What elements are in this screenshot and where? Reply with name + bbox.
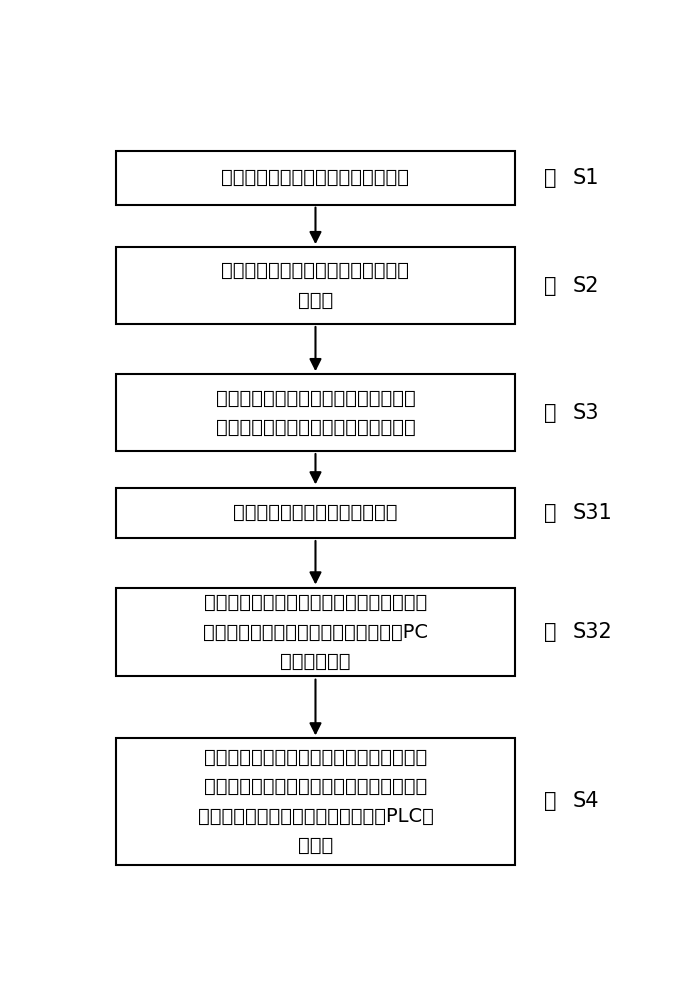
Text: 控系统: 控系统	[298, 836, 333, 855]
Text: ～: ～	[544, 503, 556, 523]
Text: 用于驱使机器人按顺序将板件移动至PLC线: 用于驱使机器人按顺序将板件移动至PLC线	[198, 807, 433, 826]
Text: 获取书本架库位的空间余量信息: 获取书本架库位的空间余量信息	[234, 503, 397, 522]
Text: 并发送出库指令至书本架库位处的机器人，: 并发送出库指令至书本架库位处的机器人，	[204, 777, 427, 796]
FancyBboxPatch shape	[116, 488, 515, 538]
Text: S31: S31	[573, 503, 612, 523]
Text: 若是，则根据包装序列信息生成出库指令，: 若是，则根据包装序列信息生成出库指令，	[204, 748, 427, 767]
Text: S1: S1	[573, 168, 599, 188]
Text: 端或移动终端: 端或移动终端	[280, 652, 351, 671]
Text: 收集信息，判断各产品的板件是否齐套: 收集信息，判断各产品的板件是否齐套	[215, 418, 416, 437]
Text: 集信息: 集信息	[298, 291, 333, 310]
Text: S2: S2	[573, 276, 599, 296]
Text: 获取来自预分包系统的产品包裹信息: 获取来自预分包系统的产品包裹信息	[221, 168, 410, 187]
Text: S3: S3	[573, 403, 599, 423]
Text: ～: ～	[544, 791, 556, 811]
Text: 判断空间余量信息是否小于预设值；若是，: 判断空间余量信息是否小于预设值；若是，	[204, 593, 427, 612]
Text: 基于产品包裹信息，根据各产品的板件: 基于产品包裹信息，根据各产品的板件	[215, 388, 416, 407]
Text: S32: S32	[573, 622, 612, 642]
FancyBboxPatch shape	[116, 588, 515, 676]
FancyBboxPatch shape	[116, 247, 515, 324]
Text: ～: ～	[544, 168, 556, 188]
Text: 获取书本架库位处的各产品的板件收: 获取书本架库位处的各产品的板件收	[221, 261, 410, 280]
Text: 则生成强制出库信息并发送至管理员的PC: 则生成强制出库信息并发送至管理员的PC	[203, 623, 428, 642]
FancyBboxPatch shape	[116, 374, 515, 451]
Text: ～: ～	[544, 403, 556, 423]
Text: S4: S4	[573, 791, 599, 811]
FancyBboxPatch shape	[116, 151, 515, 205]
FancyBboxPatch shape	[116, 738, 515, 865]
Text: ～: ～	[544, 622, 556, 642]
Text: ～: ～	[544, 276, 556, 296]
